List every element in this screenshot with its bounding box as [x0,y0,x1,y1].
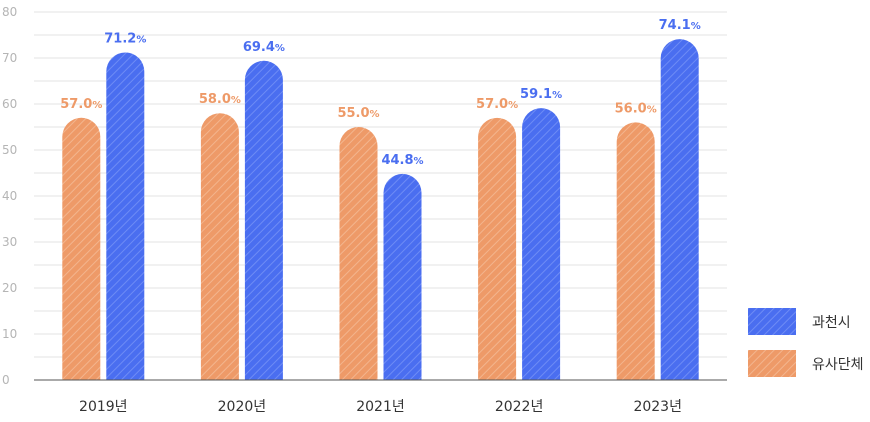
label-similar: 55.0% [337,106,379,121]
label-similar: 57.0% [476,97,518,112]
bar-similar [62,117,101,381]
label-gwacheon: 71.2% [104,31,146,46]
legend-label-gwacheon: 과천시 [812,314,851,331]
legend-item-gwacheon: 과천시 [748,308,868,335]
x-tick-label: 2022년 [495,399,544,415]
bar-similar [616,122,655,380]
bars [62,39,699,381]
legend-item-similar: 유사단체 [748,350,868,377]
x-axis-ticks: 2019년 2020년 2021년 2022년 2023년 [79,399,682,415]
label-gwacheon: 69.4% [243,40,285,55]
label-similar: 56.0% [615,101,657,116]
y-tick-label: 10 [2,327,17,341]
label-gwacheon: 44.8% [381,153,423,168]
bar-gwacheon [660,39,699,380]
bar-similar [200,113,239,380]
label-gwacheon: 59.1% [520,87,562,102]
bar-gwacheon [383,173,422,380]
data-labels: 57.0%71.2%58.0%69.4%55.0%44.8%57.0%59.1%… [60,18,701,168]
x-tick-label: 2020년 [218,399,267,415]
y-tick-label: 20 [2,281,17,295]
y-tick-label: 40 [2,189,17,203]
x-tick-label: 2023년 [633,399,682,415]
legend-label-similar: 유사단체 [812,356,864,373]
y-tick-label: 80 [2,5,17,19]
legend-swatch-orange [748,350,796,377]
y-axis-ticks: 0 10 20 30 40 50 60 70 80 [2,5,17,387]
bar-similar [478,117,517,381]
y-tick-label: 70 [2,51,17,65]
bar-gwacheon [106,52,145,380]
label-similar: 58.0% [199,92,241,107]
y-tick-label: 30 [2,235,17,249]
label-gwacheon: 74.1% [659,18,701,33]
bar-gwacheon [522,108,561,380]
legend: 과천시 유사단체 [748,308,868,392]
x-tick-label: 2019년 [79,399,128,415]
label-similar: 57.0% [60,97,102,112]
y-tick-label: 0 [2,373,10,387]
bar-gwacheon [244,60,283,380]
bar-similar [339,127,378,381]
y-tick-label: 60 [2,97,17,111]
gridlines [34,11,727,358]
legend-swatch-blue [748,308,796,335]
y-tick-label: 50 [2,143,17,157]
x-tick-label: 2021년 [356,399,405,415]
